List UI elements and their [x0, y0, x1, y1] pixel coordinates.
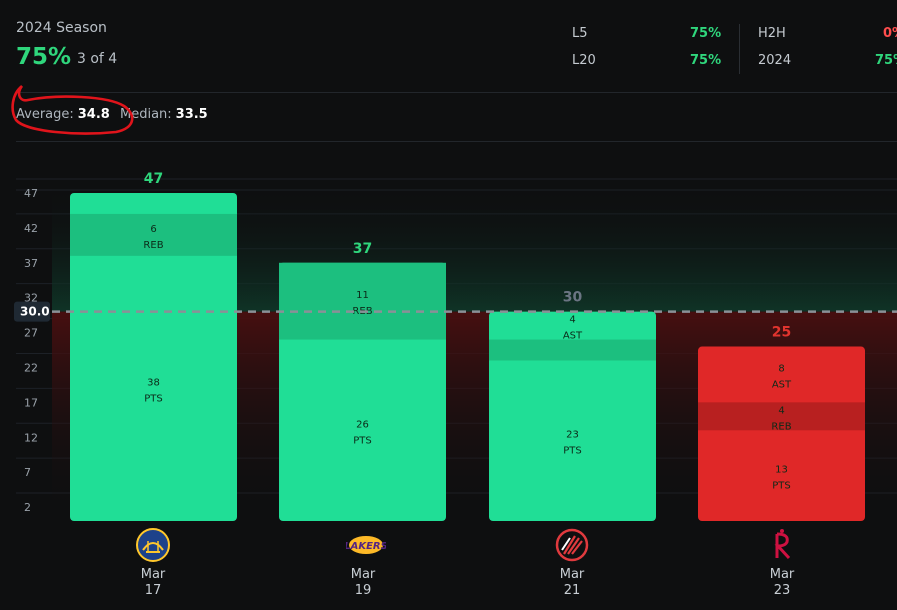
bar-segment — [70, 213, 237, 256]
game-day: 21 — [563, 583, 581, 598]
game-date: Mar 19 — [323, 567, 403, 599]
bar-1: 38 PTS 6 REB 47 — [70, 171, 237, 521]
stat-value: 75% — [690, 26, 722, 41]
y-tick-label: 42 — [24, 222, 38, 235]
y-tick-label: 7 — [24, 466, 31, 479]
divider — [16, 141, 897, 142]
segment-label: PTS — [144, 393, 163, 404]
stat-value: 75% — [690, 53, 722, 68]
game-day: 17 — [144, 583, 162, 598]
game-day: 23 — [773, 583, 791, 598]
average-value: 34.8 — [77, 107, 110, 122]
game-month: Mar — [559, 567, 585, 582]
y-tick-label: 12 — [24, 431, 38, 444]
segment-value: 13 — [775, 465, 788, 476]
y-tick-label: 27 — [24, 327, 38, 340]
segment-label: PTS — [772, 481, 791, 492]
game-date: Mar 21 — [532, 567, 612, 599]
segment-value: 6 — [150, 224, 156, 235]
y-tick-label: 22 — [24, 361, 38, 374]
stat-label: 2024 — [758, 53, 792, 68]
stat-l20[interactable]: L20 — [572, 53, 596, 68]
segment-value: 4 — [569, 315, 575, 326]
stat-2024-value: 75% — [875, 53, 897, 68]
season-label: 2024 Season — [16, 20, 107, 36]
segment-value: 38 — [147, 377, 160, 388]
warriors-logo[interactable] — [136, 528, 170, 562]
prop-line-badge[interactable] — [14, 301, 50, 322]
average-label: Average: — [16, 107, 74, 122]
season-hit-rate: 75% — [16, 44, 72, 70]
game-day: 19 — [354, 583, 372, 598]
stat-l5[interactable]: L5 — [572, 26, 588, 41]
y-tick-label: 47 — [24, 187, 38, 200]
y-tick-label: 32 — [24, 292, 38, 305]
season-header: 2024 Season 75% 3 of 4 L5 75% L20 75% H2… — [0, 0, 897, 92]
bar-body — [698, 346, 865, 521]
bar-4: 13 PTS 4 REB 8 AST 25 — [698, 325, 865, 521]
bar-total: 37 — [353, 241, 372, 257]
game-date: Mar 23 — [742, 567, 822, 599]
median-value: 33.5 — [175, 107, 208, 122]
stat-label: H2H — [758, 26, 786, 41]
stat-label: L5 — [572, 26, 588, 41]
y-tick-label: 37 — [24, 257, 38, 270]
bar-body — [70, 193, 237, 521]
lakers-logo[interactable]: LAKERS — [344, 528, 388, 562]
bar-segment — [698, 402, 865, 431]
segment-value: 23 — [566, 430, 579, 441]
bar-total: 47 — [144, 171, 163, 187]
segment-value: 8 — [778, 363, 784, 374]
segment-label: PTS — [563, 446, 582, 457]
stat-value: 75% — [875, 53, 897, 68]
bar-body — [489, 311, 656, 521]
bar-segment — [279, 262, 446, 340]
game-month: Mar — [350, 567, 376, 582]
season-hit-fraction: 3 of 4 — [77, 51, 118, 67]
svg-text:LAKERS: LAKERS — [346, 541, 386, 552]
divider — [16, 92, 897, 93]
segment-label: AST — [563, 331, 583, 342]
segment-label: PTS — [353, 435, 372, 446]
stat-2024[interactable]: 2024 — [758, 53, 791, 68]
blazers-logo[interactable] — [555, 528, 589, 562]
bar-segment — [489, 339, 656, 361]
stat-h2h-value: 0% — [883, 26, 897, 41]
stat-l20-value: 75% — [690, 53, 721, 68]
y-tick-label: 17 — [24, 396, 38, 409]
game-month: Mar — [769, 567, 795, 582]
stat-value: 0% — [883, 26, 897, 41]
stat-h2h[interactable]: H2H — [758, 26, 786, 41]
bar-total: 30 — [563, 290, 583, 306]
stat-divider — [739, 24, 740, 74]
segment-label: REB — [143, 240, 163, 251]
segment-label: AST — [772, 379, 792, 390]
bar-3: 23 PTS 4 AST 30 — [489, 290, 656, 521]
bar-total: 25 — [772, 325, 791, 341]
stat-label: L20 — [572, 53, 596, 68]
game-date: Mar 17 — [113, 567, 193, 599]
stat-l5-value: 75% — [690, 26, 721, 41]
segment-label: REB — [771, 421, 791, 432]
segment-value: 11 — [356, 290, 369, 301]
rockets-logo[interactable] — [765, 528, 799, 562]
red-circle-annotation — [11, 84, 134, 135]
y-tick-label: 2 — [24, 501, 31, 514]
segment-value: 4 — [778, 405, 784, 416]
segment-value: 26 — [356, 419, 369, 430]
game-month: Mar — [140, 567, 166, 582]
prop-line-label: 30.0 — [20, 305, 50, 319]
